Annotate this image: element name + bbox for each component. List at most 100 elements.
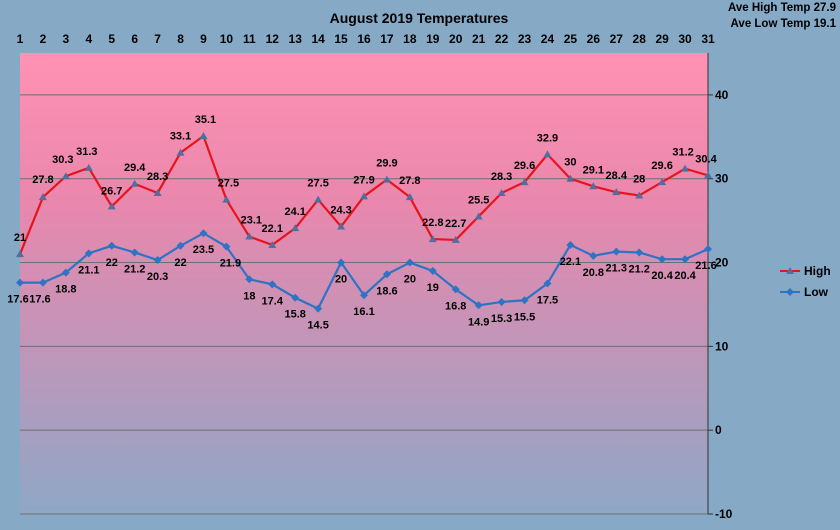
low-data-label: 14.9 <box>468 316 489 328</box>
high-data-label: 30.3 <box>52 154 73 166</box>
low-point <box>658 255 667 264</box>
high-data-label: 27.8 <box>32 174 53 186</box>
low-data-label: 15.3 <box>491 313 512 325</box>
low-point <box>245 275 254 284</box>
low-data-label: 19 <box>427 282 439 294</box>
high-point <box>681 164 690 172</box>
low-point <box>337 258 346 267</box>
x-tick-label: 28 <box>633 32 647 46</box>
low-point <box>107 241 116 250</box>
high-point <box>474 212 483 220</box>
legend-marker-high <box>786 267 794 274</box>
x-tick-label: 25 <box>564 32 578 46</box>
low-data-label: 15.8 <box>284 309 305 321</box>
low-data-label: 23.5 <box>193 244 214 256</box>
low-point <box>543 279 552 288</box>
y-tick-label: -10 <box>715 507 733 521</box>
low-data-label: 18.8 <box>55 284 76 296</box>
low-data-label: 17.6 <box>29 294 50 306</box>
high-point <box>589 182 598 190</box>
x-tick-label: 18 <box>403 32 417 46</box>
low-point <box>589 251 598 260</box>
x-tick-label: 3 <box>63 32 70 46</box>
low-point <box>612 247 621 256</box>
high-point <box>382 175 391 183</box>
low-data-label: 16.8 <box>445 300 466 312</box>
x-tick-label: 2 <box>40 32 47 46</box>
high-data-label: 33.1 <box>170 131 191 143</box>
average-high-annotation: Ave High Temp 27.9 <box>728 2 836 14</box>
high-data-label: 29.1 <box>583 164 604 176</box>
high-point <box>658 178 667 186</box>
high-data-label: 29.6 <box>514 160 535 172</box>
x-tick-label: 1 <box>17 32 24 46</box>
x-tick-label: 11 <box>243 32 256 46</box>
low-data-label: 21.1 <box>78 264 99 276</box>
high-data-label: 22.8 <box>422 217 443 229</box>
x-tick-label: 14 <box>311 32 325 46</box>
x-tick-label: 13 <box>289 32 303 46</box>
legend-label-low: Low <box>804 285 829 299</box>
x-tick-label: 20 <box>449 32 463 46</box>
high-point <box>612 188 621 196</box>
low-point <box>704 245 712 254</box>
high-data-label: 22.7 <box>445 218 466 230</box>
plot-area <box>20 53 708 514</box>
high-data-label: 24.3 <box>330 205 351 217</box>
high-point <box>314 195 323 203</box>
legend-label-high: High <box>804 264 831 278</box>
x-tick-label: 9 <box>200 32 207 46</box>
x-tick-label: 24 <box>541 32 555 46</box>
low-data-label: 20 <box>404 274 416 286</box>
average-low-annotation: Ave Low Temp 19.1 <box>731 18 837 30</box>
low-data-label: 17.4 <box>262 295 284 307</box>
low-data-label: 22 <box>174 257 186 269</box>
x-tick-label: 22 <box>495 32 509 46</box>
low-point <box>520 296 529 305</box>
y-tick-label: 20 <box>715 256 729 270</box>
x-tick-label: 26 <box>587 32 601 46</box>
x-tick-label: 4 <box>85 32 92 46</box>
high-data-label: 28.3 <box>491 171 512 183</box>
high-point <box>84 163 93 171</box>
low-data-label: 21.3 <box>606 263 627 275</box>
chart-title: August 2019 Temperatures <box>330 10 509 26</box>
low-data-label: 21.2 <box>628 263 649 275</box>
low-point <box>84 249 93 258</box>
x-tick-label: 21 <box>472 32 486 46</box>
y-tick-label: 0 <box>715 423 722 437</box>
high-data-label: 24.1 <box>284 206 305 218</box>
y-tick-label: 40 <box>715 88 729 102</box>
high-data-label: 29.4 <box>124 162 146 174</box>
low-point <box>199 229 208 238</box>
high-data-label: 35.1 <box>195 114 216 126</box>
x-tick-label: 16 <box>357 32 371 46</box>
high-data-label: 27.9 <box>353 174 374 186</box>
low-point <box>681 255 690 264</box>
high-point <box>451 235 460 243</box>
high-data-label: 31.2 <box>672 147 693 159</box>
low-point <box>61 268 70 277</box>
low-data-label: 22.1 <box>560 256 581 268</box>
low-data-label: 17.5 <box>537 295 558 307</box>
low-point <box>497 297 506 306</box>
high-data-label: 27.8 <box>399 175 420 187</box>
high-data-label: 29.6 <box>651 160 672 172</box>
low-point <box>428 266 437 275</box>
x-tick-label: 6 <box>131 32 138 46</box>
x-tick-label: 17 <box>380 32 394 46</box>
legend-marker-low <box>786 288 794 296</box>
high-data-label: 26.7 <box>101 185 122 197</box>
x-tick-label: 30 <box>678 32 692 46</box>
x-tick-label: 8 <box>177 32 184 46</box>
high-data-label: 31.3 <box>76 146 97 158</box>
high-point <box>635 191 644 199</box>
high-point <box>199 131 208 139</box>
low-point <box>291 293 300 302</box>
x-tick-label: 12 <box>266 32 280 46</box>
low-data-label: 18 <box>243 290 255 302</box>
high-data-label: 30.4 <box>695 153 717 165</box>
x-tick-label: 15 <box>334 32 348 46</box>
x-tick-label: 7 <box>154 32 161 46</box>
low-point <box>382 270 391 279</box>
